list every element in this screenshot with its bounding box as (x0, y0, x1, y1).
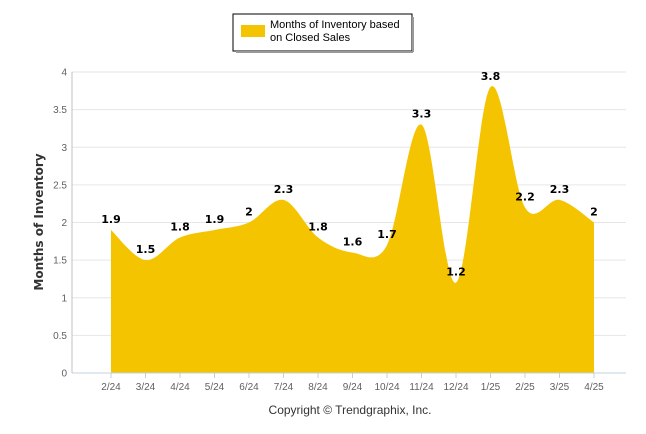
y-tick-label: 2.5 (53, 180, 67, 191)
x-tick-label: 7/24 (274, 382, 294, 393)
x-tick-label: 2/24 (101, 382, 121, 393)
data-label: 2.3 (550, 183, 570, 196)
data-label: 1.8 (308, 221, 328, 234)
x-tick-label: 12/24 (443, 382, 468, 393)
data-label: 1.2 (446, 266, 466, 279)
legend: Months of Inventory based on Closed Sale… (232, 13, 414, 53)
y-tick-label: 0.5 (53, 331, 67, 342)
data-label: 3.8 (481, 70, 501, 83)
x-tick-label: 3/24 (136, 382, 156, 393)
data-labels: 1.9 1.5 1.8 1.9 2 2.3 1.8 1.6 1.7 3.3 1.2 3.8 2.2 2.3… (101, 70, 598, 279)
y-axis-title: Months of Inventory (32, 153, 46, 290)
x-tick-label: 8/24 (308, 382, 328, 393)
data-label: 2.3 (274, 183, 294, 196)
x-tick-label: 2/25 (515, 382, 535, 393)
x-tick-label: 1/25 (481, 382, 501, 393)
x-tick-label: 11/24 (409, 382, 434, 393)
x-axis: 2/24 3/24 4/24 5/24 6/24 7/24 8/24 9/24 10/24 11/… (72, 372, 626, 393)
data-label: 1.5 (136, 243, 156, 256)
data-label: 2.2 (515, 190, 535, 203)
area-series-path (111, 86, 594, 373)
legend-swatch (241, 25, 265, 37)
area-series (110, 86, 595, 373)
y-tick-label: 1 (61, 293, 67, 304)
data-label: 2 (590, 206, 598, 219)
data-label: 1.9 (205, 213, 225, 226)
x-tick-label: 9/24 (343, 382, 363, 393)
y-axis: 0 0.5 1 1.5 2 2.5 3 3.5 4 (53, 68, 73, 380)
x-tick-label: 10/24 (374, 382, 399, 393)
x-tick-label: 6/24 (239, 382, 259, 393)
y-tick-label: 3 (61, 143, 67, 154)
y-tick-label: 0 (61, 369, 67, 380)
data-label: 3.3 (412, 108, 432, 121)
y-tick-label: 2 (61, 218, 67, 229)
x-tick-label: 4/25 (584, 382, 604, 393)
legend-label-line-2: on Closed Sales (270, 32, 351, 44)
data-label: 1.7 (377, 228, 397, 241)
x-tick-label: 3/25 (550, 382, 570, 393)
data-label: 1.8 (170, 221, 190, 234)
legend-label-line-1: Months of Inventory based (270, 19, 400, 31)
x-tick-label: 4/24 (170, 382, 190, 393)
data-label: 1.9 (101, 213, 121, 226)
data-label: 1.6 (343, 236, 363, 249)
copyright-credit: Copyright © Trendgraphix, Inc. (269, 403, 432, 417)
y-tick-label: 3.5 (53, 105, 67, 116)
data-label: 2 (245, 206, 253, 219)
y-tick-label: 1.5 (53, 256, 67, 267)
y-tick-label: 4 (61, 68, 67, 79)
x-tick-label: 5/24 (205, 382, 225, 393)
